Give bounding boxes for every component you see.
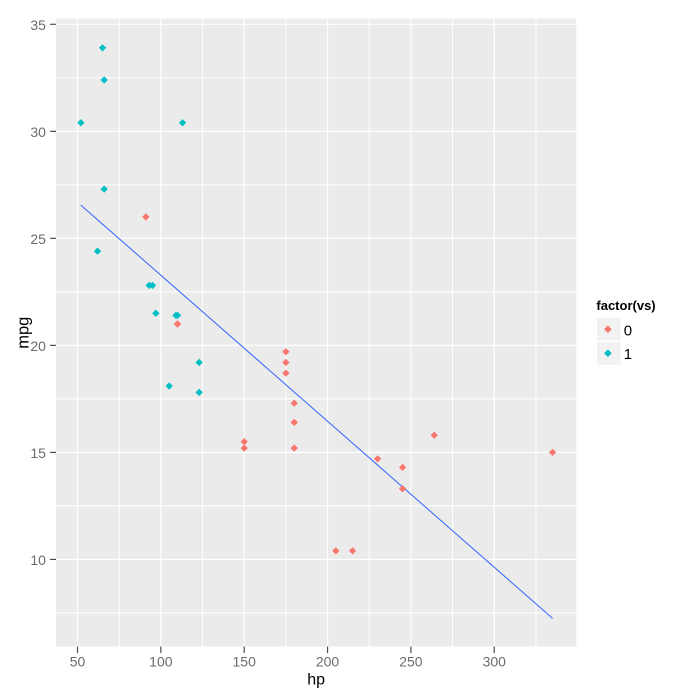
svg-text:30: 30	[30, 124, 46, 140]
svg-text:15: 15	[30, 445, 46, 461]
svg-text:mpg: mpg	[15, 317, 33, 349]
svg-text:25: 25	[30, 231, 46, 247]
svg-text:200: 200	[316, 654, 340, 670]
svg-text:factor(vs): factor(vs)	[596, 298, 655, 313]
svg-text:1: 1	[624, 346, 632, 363]
svg-text:300: 300	[483, 654, 507, 670]
svg-text:hp: hp	[307, 672, 325, 689]
svg-text:50: 50	[70, 654, 86, 670]
svg-text:0: 0	[624, 322, 632, 339]
svg-text:250: 250	[399, 654, 423, 670]
svg-text:10: 10	[30, 552, 46, 568]
svg-text:35: 35	[30, 17, 46, 33]
svg-text:100: 100	[149, 654, 173, 670]
svg-text:150: 150	[233, 654, 257, 670]
svg-text:20: 20	[30, 338, 46, 354]
